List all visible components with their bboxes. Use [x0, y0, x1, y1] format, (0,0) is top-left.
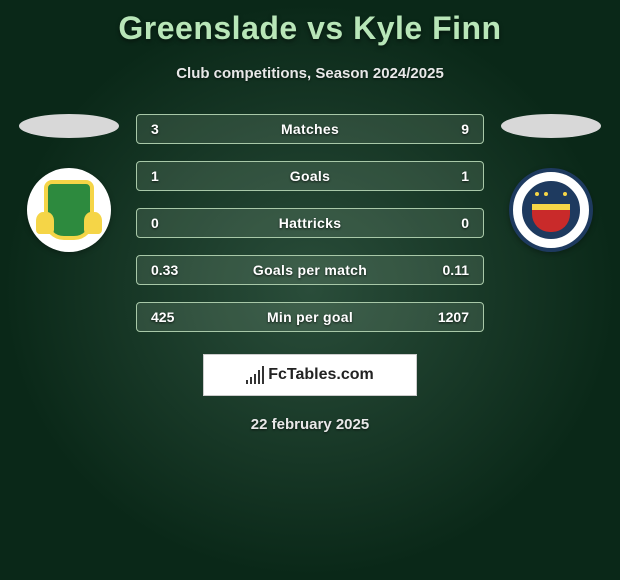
stat-row-goals-per-match: 0.33 Goals per match 0.11 [136, 255, 484, 285]
bar-chart-icon [246, 366, 264, 384]
page-title: Greenslade vs Kyle Finn [0, 10, 620, 47]
stat-left-value: 0 [151, 215, 191, 231]
left-player-column [14, 114, 124, 252]
right-player-column [496, 114, 606, 252]
stat-label: Goals [191, 168, 429, 184]
stat-row-hattricks: 0 Hattricks 0 [136, 208, 484, 238]
ellipse-accent-left [19, 114, 119, 138]
stats-list: 3 Matches 9 1 Goals 1 0 Hattricks 0 0.33… [136, 114, 484, 332]
left-club-badge [27, 168, 111, 252]
stat-label: Goals per match [191, 262, 429, 278]
subtitle: Club competitions, Season 2024/2025 [0, 65, 620, 82]
stat-left-value: 0.33 [151, 262, 191, 278]
stat-left-value: 3 [151, 121, 191, 137]
stat-row-min-per-goal: 425 Min per goal 1207 [136, 302, 484, 332]
stat-right-value: 9 [429, 121, 469, 137]
date-label: 22 february 2025 [0, 416, 620, 433]
stat-label: Min per goal [191, 309, 429, 325]
branding-text: FcTables.com [268, 366, 374, 384]
right-club-badge [509, 168, 593, 252]
stat-label: Hattricks [191, 215, 429, 231]
stat-right-value: 1 [429, 168, 469, 184]
stat-left-value: 1 [151, 168, 191, 184]
stat-label: Matches [191, 121, 429, 137]
stat-row-matches: 3 Matches 9 [136, 114, 484, 144]
stat-right-value: 1207 [429, 309, 469, 325]
comparison-area: 3 Matches 9 1 Goals 1 0 Hattricks 0 0.33… [0, 114, 620, 332]
stat-right-value: 0 [429, 215, 469, 231]
stat-left-value: 425 [151, 309, 191, 325]
stat-row-goals: 1 Goals 1 [136, 161, 484, 191]
ellipse-accent-right [501, 114, 601, 138]
branding-box: FcTables.com [203, 354, 417, 396]
stat-right-value: 0.11 [429, 262, 469, 278]
